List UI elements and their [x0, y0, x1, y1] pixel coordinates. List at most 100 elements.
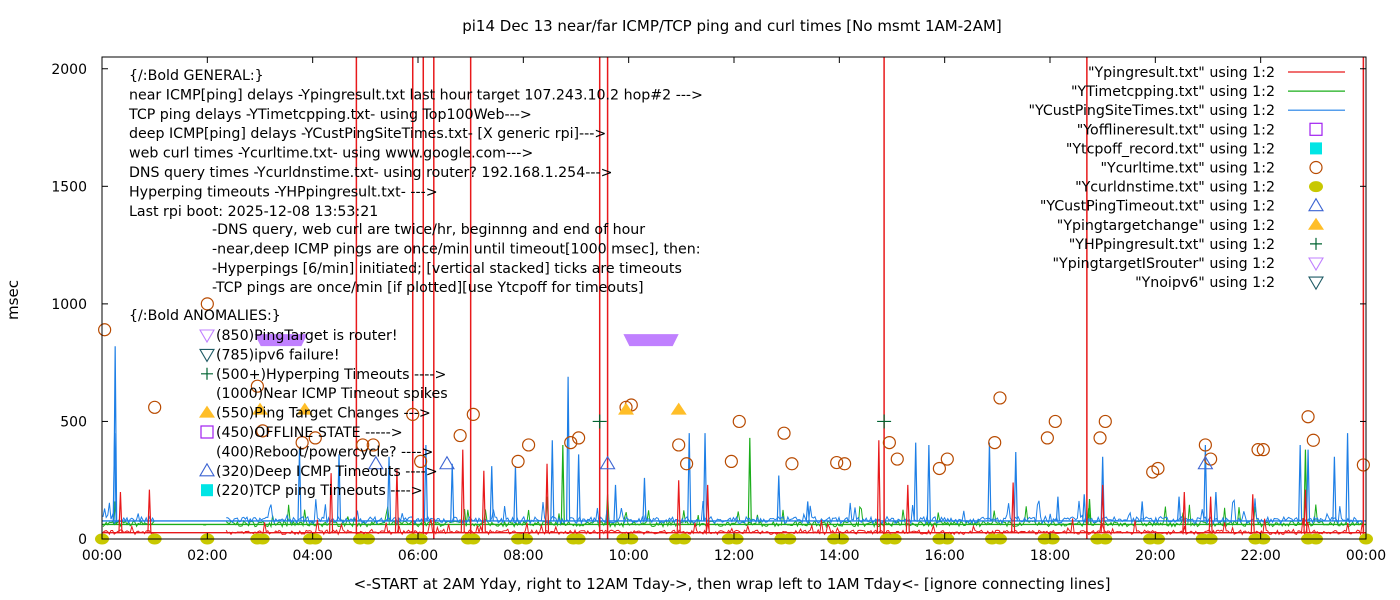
curl-time-point	[148, 400, 162, 414]
legend-entry-label: "Ycurldnstime.txt" using 1:2	[1075, 180, 1275, 196]
deep-icmp-series-spike	[1013, 451, 1018, 522]
deep-icmp-timeout-point	[439, 455, 455, 470]
near-icmp-series-spike	[1208, 496, 1213, 534]
open-triangle-shape	[367, 455, 384, 470]
deep-icmp-series-spike	[450, 463, 455, 522]
y-axis-label: msec	[4, 280, 22, 320]
deep-icmp-series-spike	[112, 433, 117, 522]
anomaly-line: (550)Ping Target Changes --->	[216, 406, 431, 422]
open-circle-shape	[732, 414, 746, 429]
open-circle-shape	[932, 461, 947, 476]
curl-time-point	[1251, 443, 1265, 457]
open-circle-shape	[785, 457, 799, 471]
open-circle-shape	[406, 407, 420, 421]
curl-time-point	[940, 452, 954, 466]
open-circle-shape	[679, 457, 694, 471]
open-circle-shape	[1251, 443, 1265, 457]
near-icmp-series-spike	[905, 484, 910, 534]
curl-time-point	[777, 426, 791, 440]
curl-time-point	[466, 407, 480, 421]
open-circle-shape	[837, 457, 852, 471]
timing-note-line: -TCP pings are once/min [if plotted][use…	[212, 280, 644, 296]
curl-time-point	[679, 457, 694, 471]
open-square-shape	[1309, 122, 1323, 136]
deep-icmp-series-spike	[805, 501, 810, 522]
x-tick-label: 02:00	[187, 548, 227, 564]
curl-time-point	[830, 455, 844, 470]
open-circle-shape	[295, 436, 309, 450]
open-circle-shape	[356, 438, 370, 452]
anomaly-line: (320)Deep ICMP Timeouts ---->	[216, 464, 438, 480]
deep-icmp-series-spike	[1345, 433, 1350, 522]
near-icmp-series-spike	[329, 473, 334, 534]
legend-entry-label: "Ypingresult.txt" using 1:2	[1088, 65, 1275, 81]
deep-icmp-series-spike	[1305, 449, 1311, 522]
curl-time-point	[414, 454, 428, 469]
x-tick-label: 18:00	[1030, 548, 1070, 564]
general-note-line: deep ICMP[ping] delays -YCustPingSiteTim…	[129, 126, 606, 142]
near-icmp-series-spike	[118, 491, 123, 534]
ping-target-router-band	[623, 334, 679, 347]
open-circle-shape	[256, 424, 270, 438]
general-note-line: TCP ping delays -YTimetcpping.txt- using…	[128, 107, 532, 123]
open-circle-shape	[1040, 431, 1054, 445]
x-tick-label: 12:00	[714, 548, 754, 564]
x-tick-label: 04:00	[292, 548, 332, 564]
deep-icmp-series	[102, 498, 1364, 526]
legend-entry-label: "Ynoipv6" using 1:2	[1135, 275, 1275, 291]
curl-time-point	[1151, 461, 1165, 476]
near-icmp-series-spike	[481, 470, 486, 534]
curl-time-point	[724, 454, 738, 469]
anomalies-header: {/:Bold ANOMALIES:}	[129, 308, 281, 324]
legend-entry-label: "Ytcpoff_record.txt" using 1:2	[1066, 141, 1275, 157]
curl-time-point	[406, 407, 420, 421]
open-circle-shape	[466, 407, 480, 421]
anomaly-line: (500+)Hyperping Timeouts ---->	[216, 367, 446, 383]
curl-time-point	[1198, 438, 1212, 452]
filled-triangle-shape	[199, 405, 215, 418]
curl-time-point	[564, 436, 578, 450]
ping-target-router-band	[254, 334, 308, 347]
legend-marker-swatch	[1309, 122, 1323, 136]
general-note-line: Last rpi boot: 2025-12-08 13:53:21	[129, 204, 378, 220]
deep-icmp-series-spike	[702, 433, 708, 522]
near-icmp-series-spike	[1303, 489, 1308, 534]
anomaly-marker-icon	[199, 348, 215, 363]
open-down-triangle-shape	[199, 348, 215, 363]
anomaly-marker-icon	[199, 329, 215, 344]
legend-entry-label: "YpingtargetISrouter" using 1:2	[1053, 256, 1275, 272]
y-ticks: 0 500 1000 1500 2000	[51, 62, 1366, 548]
curl-time-point	[1093, 431, 1107, 445]
anomaly-marker-icon	[201, 367, 213, 380]
curl-time-point	[993, 391, 1007, 405]
y-tick-label: 0	[78, 532, 87, 548]
legend-entry-label: "Yofflineresult.txt" using 1:2	[1077, 122, 1275, 138]
curl-time-point	[1040, 431, 1054, 445]
plus-shape	[877, 414, 892, 429]
general-note-line: DNS query times -Ycurldnstime.txt- using…	[129, 165, 612, 181]
legend-marker-swatch	[1309, 181, 1323, 193]
near-icmp-series-spike	[1100, 484, 1105, 534]
timing-note-line: -DNS query, web curl are twice/hr, begin…	[212, 222, 645, 238]
deep-icmp-series-spike	[1176, 496, 1182, 522]
curl-time-point	[250, 379, 264, 393]
filled-square-shape	[1310, 142, 1322, 155]
open-circle-shape	[366, 438, 380, 452]
open-circle-shape	[148, 400, 162, 414]
open-down-triangle-shape	[1308, 257, 1324, 272]
near-icmp-series-spike	[876, 440, 881, 534]
legend-marker-swatch	[1310, 142, 1322, 155]
general-note-line: {/:Bold GENERAL:}	[129, 68, 264, 84]
x-tick-label: 06:00	[398, 548, 438, 564]
open-circle-shape	[250, 379, 264, 393]
open-circle-shape	[672, 438, 686, 452]
deep-icmp-series-spike	[489, 466, 494, 522]
general-annotation: {/:Bold GENERAL:} near ICMP[ping] delays …	[128, 68, 703, 296]
filled-circle-shape	[1309, 181, 1323, 193]
curl-time-point	[837, 457, 852, 471]
deep-icmp-series-spike	[1140, 501, 1145, 522]
tcp-ping-series-spike	[560, 444, 565, 525]
legend-entry-label: "YTimetcpping.txt" using 1:2	[1071, 84, 1275, 100]
deep-icmp-series-spike	[513, 466, 518, 522]
